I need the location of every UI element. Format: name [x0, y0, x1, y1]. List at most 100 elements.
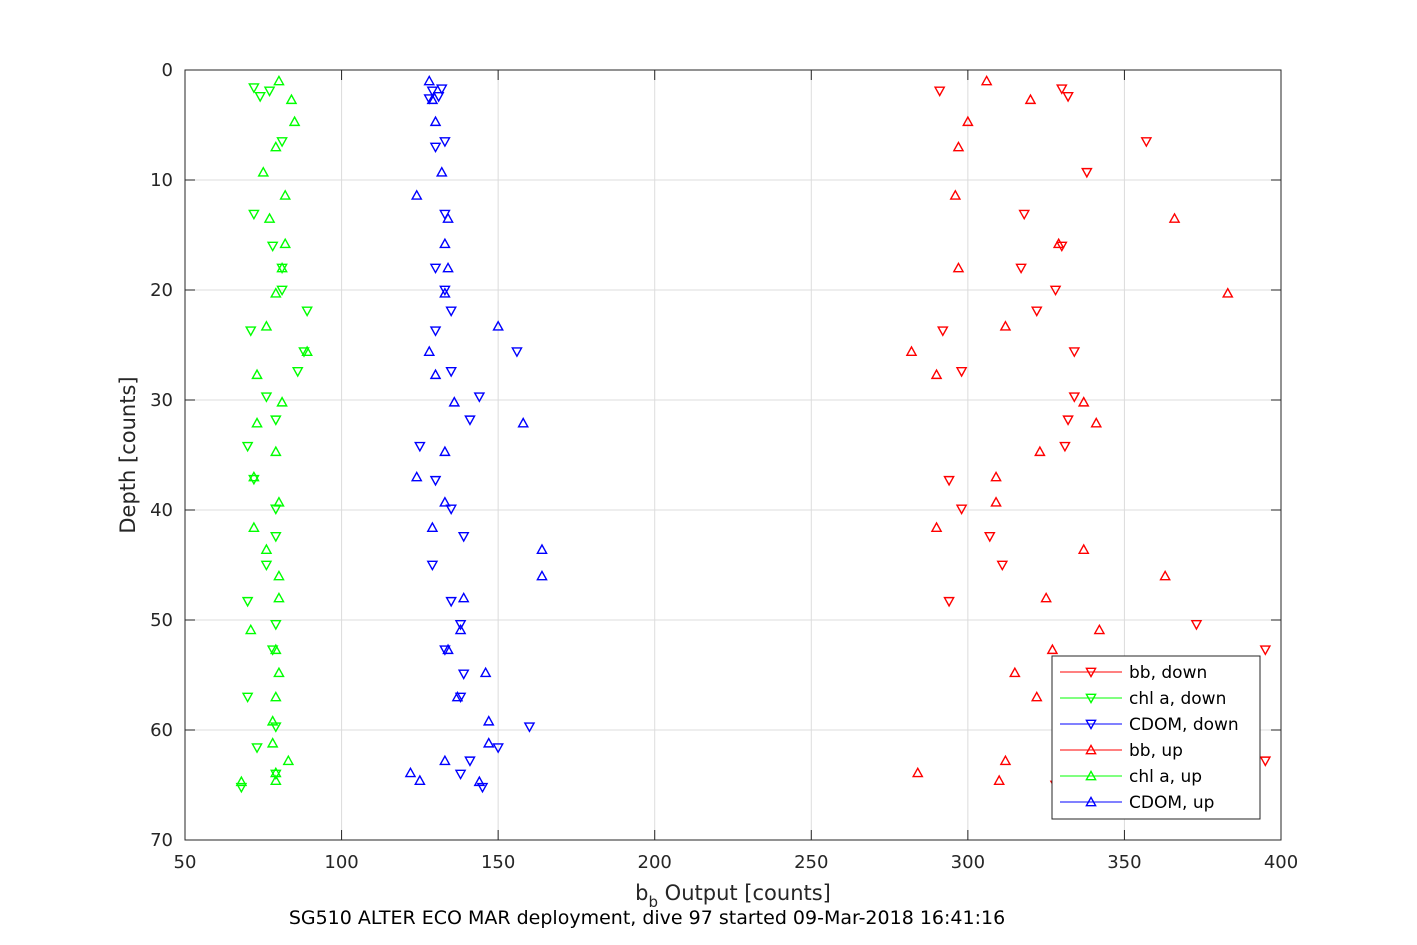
data-point-marker [943, 596, 955, 608]
data-point-marker [442, 261, 454, 273]
legend-label: CDOM, down [1129, 715, 1239, 735]
data-point-marker [492, 320, 504, 331]
data-point-marker [270, 532, 282, 543]
legend-marker [1085, 743, 1097, 755]
data-point-marker [248, 521, 260, 532]
data-point-marker [990, 470, 1002, 482]
data-point-marker [270, 445, 282, 457]
data-point-marker [251, 368, 263, 380]
x-tick-label: 300 [951, 852, 985, 873]
x-axis-label-main: b [635, 881, 648, 905]
data-point-marker [1140, 137, 1153, 148]
data-point-marker [1093, 623, 1106, 635]
data-point-marker [445, 306, 457, 317]
data-point-marker [1068, 392, 1081, 403]
legend-marker [1085, 769, 1097, 781]
data-point-marker [464, 415, 476, 426]
data-point-marker [999, 320, 1012, 331]
data-point-marker [445, 367, 457, 378]
x-axis-label-subscript: b [648, 893, 658, 911]
data-point-marker [1056, 84, 1068, 95]
data-point-marker [270, 504, 282, 515]
data-point-marker [301, 306, 313, 317]
legend-label: chl a, up [1129, 767, 1202, 787]
data-point-marker [457, 532, 470, 543]
data-point-marker [260, 320, 273, 331]
data-point-marker [248, 83, 260, 94]
y-axis-label: Depth [counts] [116, 376, 140, 533]
legend: bb, down chl a, down CDOM, down bb, up chl a… [1051, 655, 1261, 820]
data-point-marker [955, 504, 968, 515]
data-point-marker [952, 261, 965, 273]
data-point-marker [454, 692, 467, 704]
data-point-marker [435, 84, 448, 95]
data-point-marker [235, 782, 248, 794]
data-point-marker [937, 326, 949, 337]
data-point-marker [1018, 209, 1031, 221]
data-point-marker [429, 368, 442, 380]
data-point-marker [536, 569, 548, 581]
data-point-marker [270, 415, 282, 426]
data-point-marker [251, 743, 263, 754]
y-tick-label: 40 [150, 500, 173, 521]
data-point-marker [523, 722, 536, 733]
data-point-marker [270, 690, 282, 702]
legend-marker [1085, 719, 1097, 731]
data-point-marker [254, 92, 266, 103]
legend-marker [1085, 667, 1097, 679]
data-point-marker [257, 166, 270, 177]
data-point-marker [980, 74, 993, 86]
data-point-marker [1056, 241, 1068, 253]
x-tick-label: 400 [1264, 852, 1298, 873]
data-point-marker [482, 715, 495, 726]
data-point-marker [1077, 543, 1090, 554]
data-point-marker [1221, 287, 1234, 298]
data-point-marker [276, 396, 288, 407]
data-point-marker [241, 441, 254, 453]
data-point-marker [479, 666, 492, 678]
data-point-marker [454, 769, 467, 781]
data-point-marker [270, 620, 282, 631]
data-point-marker [426, 560, 439, 572]
data-point-marker [429, 475, 442, 487]
data-point-marker [276, 137, 288, 148]
data-point-marker [492, 743, 504, 754]
data-point-marker [279, 189, 291, 200]
data-point-marker [260, 543, 273, 554]
data-point-marker [442, 643, 454, 655]
data-point-marker [414, 774, 426, 785]
data-point-marker [536, 543, 548, 554]
legend-label: chl a, down [1129, 689, 1226, 709]
data-point-marker [1081, 167, 1093, 179]
data-point-marker [930, 521, 943, 532]
data-point-marker [983, 532, 996, 543]
data-point-marker [454, 620, 467, 631]
data-point-marker [930, 368, 943, 380]
data-point-marker [1024, 93, 1037, 105]
data-point-marker [263, 212, 276, 223]
data-point-marker [439, 496, 451, 507]
data-point-marker [273, 591, 285, 603]
legend-box [1051, 655, 1261, 820]
x-tick-label: 50 [174, 852, 197, 873]
data-point-marker [1168, 212, 1181, 223]
data-point-marker [952, 140, 965, 152]
data-point-marker [266, 737, 279, 748]
data-point-marker [248, 474, 260, 486]
data-point-marker [270, 774, 282, 785]
legend-label: CDOM, up [1129, 793, 1214, 813]
data-point-marker [273, 666, 285, 678]
data-point-marker [439, 754, 451, 766]
data-point-marker [448, 396, 461, 407]
data-point-marker [426, 521, 439, 532]
data-point-marker [1052, 237, 1065, 249]
data-point-marker [1077, 396, 1090, 407]
data-point-marker [439, 287, 451, 298]
data-point-marker [943, 475, 955, 487]
data-point-marker [429, 263, 442, 275]
chart-caption: SG510 ALTER ECO MAR deployment, dive 97 … [289, 907, 1005, 929]
legend-label: bb, up [1129, 741, 1183, 761]
y-tick-label: 10 [150, 170, 173, 191]
data-point-marker [273, 496, 285, 507]
